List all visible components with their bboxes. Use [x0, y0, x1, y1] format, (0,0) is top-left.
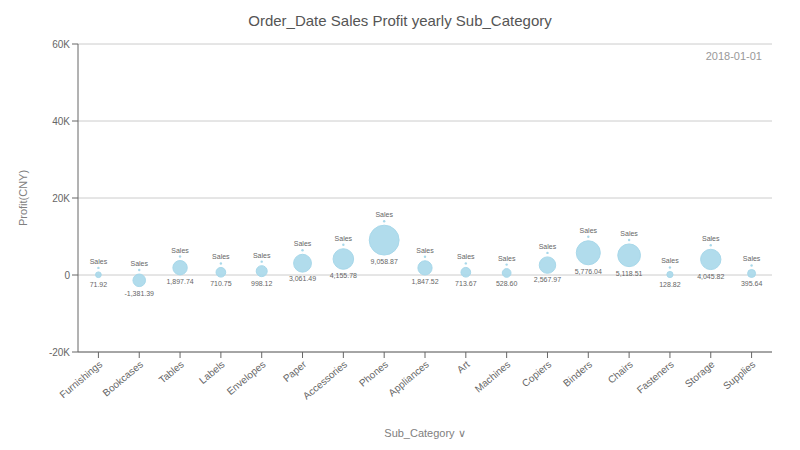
- svg-text:Art: Art: [455, 358, 472, 375]
- svg-text:Sales: Sales: [335, 235, 353, 242]
- svg-text:60K: 60K: [52, 39, 70, 50]
- svg-text:Phones: Phones: [357, 359, 390, 389]
- svg-text:0: 0: [64, 270, 70, 281]
- svg-text:Sales: Sales: [171, 247, 189, 254]
- svg-text:-1,381.39: -1,381.39: [124, 290, 154, 297]
- svg-text:Sales: Sales: [375, 211, 393, 218]
- svg-text:-20K: -20K: [49, 347, 70, 358]
- svg-text:Tables: Tables: [157, 359, 186, 386]
- svg-text:Sales: Sales: [539, 243, 557, 250]
- svg-text:5,118.51: 5,118.51: [616, 270, 643, 277]
- svg-text:9,058.87: 9,058.87: [371, 258, 398, 265]
- svg-text:4,155.78: 4,155.78: [330, 272, 357, 279]
- svg-text:Envelopes: Envelopes: [225, 359, 268, 397]
- svg-text:Sales: Sales: [253, 252, 271, 259]
- svg-text:Labels: Labels: [197, 359, 227, 386]
- svg-text:Sales: Sales: [130, 260, 148, 267]
- svg-text:998.12: 998.12: [251, 280, 273, 287]
- html-text:2018-01-01: 2018-01-01: [705, 50, 762, 62]
- svg-text:20K: 20K: [52, 193, 70, 204]
- svg-text:Copiers: Copiers: [520, 359, 553, 390]
- svg-text:2,567.97: 2,567.97: [534, 276, 561, 283]
- svg-text:Binders: Binders: [561, 359, 594, 389]
- svg-text:710.75: 710.75: [210, 280, 232, 287]
- svg-text:Sales: Sales: [294, 240, 312, 247]
- svg-text:Bookcases: Bookcases: [101, 359, 146, 399]
- svg-text:Profit(CNY): Profit(CNY): [17, 170, 29, 226]
- svg-text:1,897.74: 1,897.74: [166, 278, 193, 285]
- svg-text:Sub_Category ∨: Sub_Category ∨: [384, 427, 465, 439]
- svg-text:Storage: Storage: [683, 358, 717, 389]
- svg-text:Fasteners: Fasteners: [635, 359, 676, 396]
- svg-text:Sales: Sales: [743, 255, 761, 262]
- svg-text:528.60: 528.60: [496, 280, 518, 287]
- svg-text:Sales: Sales: [212, 253, 230, 260]
- svg-text:713.67: 713.67: [455, 280, 477, 287]
- svg-text:Sales: Sales: [498, 255, 516, 262]
- svg-text:395.64: 395.64: [741, 280, 763, 287]
- svg-text:Paper: Paper: [281, 358, 309, 384]
- svg-text:3,061.49: 3,061.49: [289, 275, 316, 282]
- svg-text:71.92: 71.92: [90, 281, 108, 288]
- svg-text:Sales: Sales: [620, 230, 638, 237]
- svg-text:Sales: Sales: [90, 258, 108, 265]
- svg-text:4,045.82: 4,045.82: [697, 273, 724, 280]
- svg-text:Sales: Sales: [580, 227, 598, 234]
- svg-text:Sales: Sales: [661, 257, 679, 264]
- svg-text:Appliances: Appliances: [386, 359, 431, 399]
- svg-text:Sales: Sales: [702, 235, 720, 242]
- svg-text:Chairs: Chairs: [606, 359, 635, 386]
- svg-text:1,847.52: 1,847.52: [411, 278, 438, 285]
- svg-text:5,776.04: 5,776.04: [575, 268, 602, 275]
- svg-text:Supplies: Supplies: [721, 359, 757, 392]
- svg-text:Furnishings: Furnishings: [58, 359, 105, 401]
- svg-text:Machines: Machines: [473, 359, 513, 395]
- svg-text:Sales: Sales: [416, 247, 434, 254]
- html-text:Order_Date Sales Profit yearly: Order_Date Sales Profit yearly Sub_Categ…: [248, 12, 552, 29]
- svg-text:128.82: 128.82: [659, 281, 681, 288]
- svg-text:40K: 40K: [52, 116, 70, 127]
- svg-text:Sales: Sales: [457, 253, 475, 260]
- svg-text:Accessories: Accessories: [301, 359, 349, 402]
